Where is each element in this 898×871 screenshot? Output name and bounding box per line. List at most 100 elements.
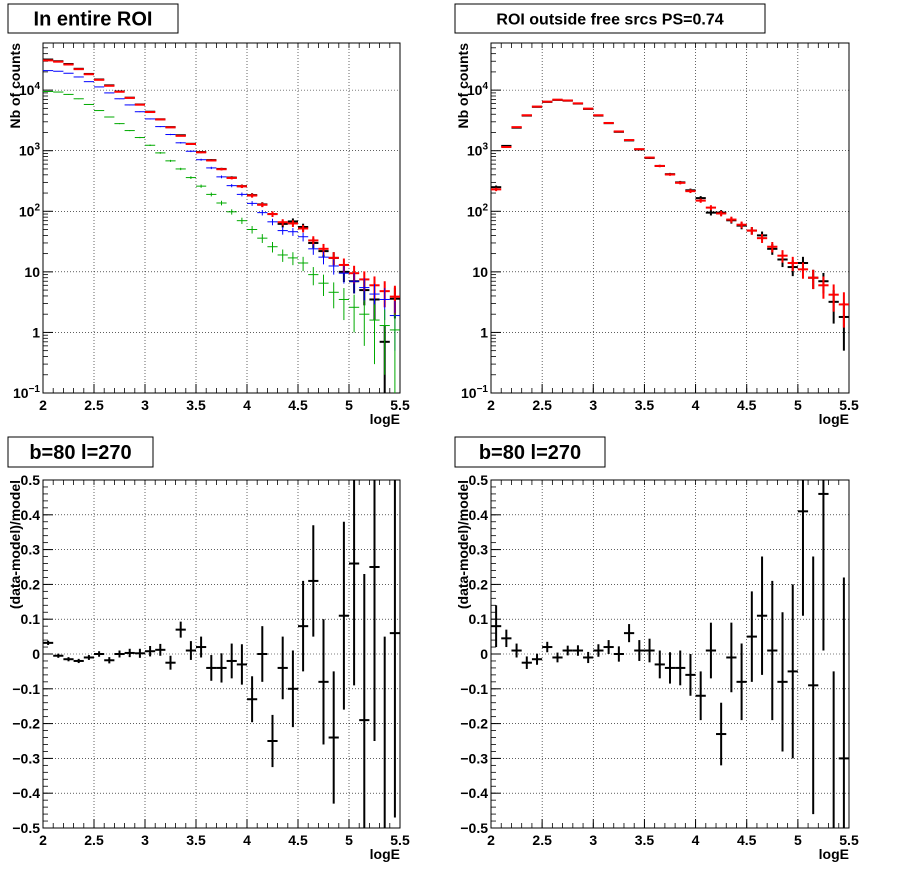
data-point [808, 269, 819, 290]
data-point [155, 126, 166, 128]
x-axis-label: logE [370, 411, 400, 427]
data-point [216, 175, 227, 179]
data-point [134, 136, 145, 139]
data-point [338, 288, 349, 321]
y-tick-label: 0 [32, 646, 40, 662]
data-point [675, 181, 686, 185]
data-point [593, 644, 604, 657]
data-point [124, 96, 135, 99]
data-point [777, 612, 788, 752]
data-point [318, 619, 329, 745]
data-point [603, 640, 614, 654]
data-point [185, 143, 196, 146]
data-point [206, 159, 217, 162]
data-point [797, 262, 809, 279]
x-tick-label: 2.5 [532, 832, 552, 848]
data-point [226, 176, 237, 180]
data-point [134, 103, 145, 106]
data-point [257, 234, 268, 243]
series-2 [491, 98, 849, 328]
x-tick-label: 3.5 [635, 832, 655, 848]
data-point [746, 591, 757, 682]
plot-frame [490, 42, 850, 394]
x-axis-label: logE [819, 411, 849, 427]
series-1 [43, 480, 400, 828]
data-point [359, 278, 370, 302]
y-tick-label: 104 [467, 81, 489, 98]
data-point [644, 156, 655, 159]
x-tick-label: 4 [243, 397, 251, 413]
data-point [613, 646, 624, 662]
data-point [53, 653, 64, 658]
data-point [349, 294, 360, 333]
title-box [7, 3, 179, 34]
y-tick-label: 0.2 [469, 576, 489, 592]
data-point [787, 584, 798, 759]
data-point [552, 652, 563, 663]
data-point [767, 242, 778, 253]
y-tick-base: 10 [19, 143, 35, 159]
data-point [338, 521, 349, 710]
data-point [206, 192, 217, 197]
data-point [552, 98, 563, 101]
x-tick-label: 3.5 [635, 397, 655, 413]
data-point [114, 650, 125, 658]
data-point [716, 210, 727, 217]
x-axis-label: logE [370, 846, 400, 862]
y-tick-label: 102 [467, 202, 489, 219]
data-point [185, 641, 196, 660]
data-point [338, 265, 349, 284]
x-tick-label: 3 [141, 832, 149, 848]
data-point [134, 111, 145, 113]
data-point [175, 621, 186, 638]
y-tick-base: 10 [19, 82, 35, 98]
data-point [287, 228, 298, 236]
data-point [287, 650, 298, 728]
y-tick-label: −0.3 [460, 750, 488, 766]
y-axis-label: (data-model)/model [7, 480, 23, 609]
data-point [53, 91, 64, 93]
chart-title: b=80 l=270 [29, 442, 131, 464]
y-tick-label: 0.1 [21, 611, 41, 627]
data-point [654, 164, 665, 168]
y-tick-label: 10−1 [13, 384, 40, 401]
data-point [277, 227, 288, 235]
data-point [675, 650, 686, 686]
data-point [777, 250, 788, 263]
data-point [664, 652, 676, 684]
data-point [389, 480, 400, 818]
y-tick-label: 0.3 [21, 542, 41, 558]
data-point [114, 123, 125, 125]
y-tick-base: 10 [467, 143, 483, 159]
data-point [247, 226, 258, 234]
data-point [634, 640, 645, 661]
data-point [613, 130, 624, 133]
y-axis-label: (data-model)/model [455, 480, 471, 609]
data-point [165, 133, 176, 136]
data-point [73, 98, 84, 100]
data-point [634, 148, 645, 151]
data-point [756, 556, 768, 675]
data-point [277, 219, 288, 226]
data-point [521, 656, 532, 669]
data-point [185, 176, 196, 180]
title-box [454, 436, 606, 468]
y-axis-label: Nb of counts [7, 43, 23, 129]
y-tick-exponent: −1 [477, 384, 489, 395]
data-point [736, 643, 747, 721]
data-point [328, 671, 339, 804]
data-point [572, 102, 584, 105]
plot-frame [42, 42, 401, 394]
data-point [369, 304, 380, 365]
y-tick-label: −0.1 [12, 681, 40, 697]
data-point [654, 650, 665, 679]
title-box [454, 3, 766, 34]
y-tick-label: −0.2 [12, 716, 40, 732]
y-tick-label: 0.4 [21, 507, 41, 523]
data-point [359, 573, 370, 828]
data-point [175, 167, 186, 171]
x-tick-label: 4.5 [737, 832, 757, 848]
data-point [236, 217, 247, 225]
x-tick-label: 5 [794, 397, 802, 413]
